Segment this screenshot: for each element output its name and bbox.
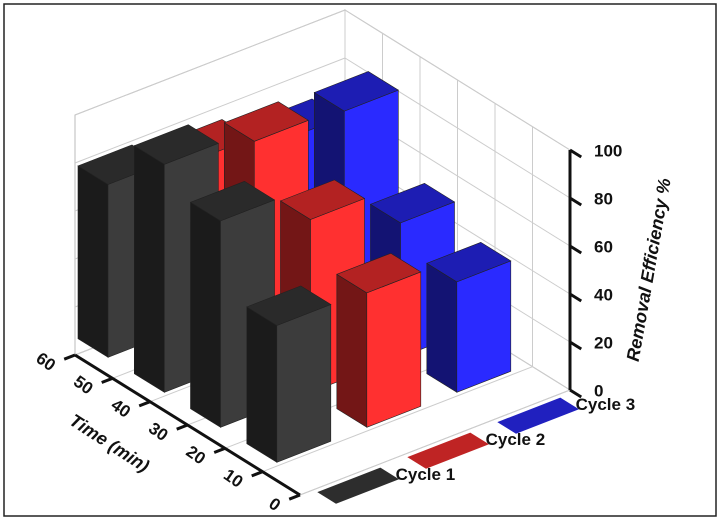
y-tick-label: 80 bbox=[594, 189, 613, 208]
legend-label: Cycle 1 bbox=[396, 465, 456, 484]
bar-side bbox=[336, 273, 368, 428]
grid-line bbox=[74, 57, 346, 164]
x-tick-label: 30 bbox=[145, 419, 171, 445]
tick-mark bbox=[569, 340, 583, 351]
tick-mark bbox=[569, 388, 583, 399]
bar-side bbox=[426, 262, 458, 393]
x-axis-title: Time (min) bbox=[66, 410, 153, 476]
tick-mark bbox=[176, 423, 189, 431]
x-tick-label: 0 bbox=[265, 494, 284, 515]
bar-side bbox=[246, 306, 278, 463]
y-tick-label: 40 bbox=[594, 285, 613, 304]
legend-swatch bbox=[497, 397, 579, 434]
bar-top bbox=[369, 182, 456, 224]
bar-top bbox=[336, 252, 422, 294]
x-tick-label: 50 bbox=[70, 372, 96, 398]
tick-mark bbox=[569, 244, 583, 255]
y-tick-label: 60 bbox=[594, 237, 613, 256]
legend-label: Cycle 2 bbox=[486, 430, 546, 449]
tick-mark bbox=[569, 292, 583, 303]
frame bbox=[3, 3, 717, 517]
bar-top bbox=[313, 71, 399, 112]
bar-top bbox=[246, 285, 332, 326]
grid-line bbox=[262, 366, 533, 473]
tick-mark bbox=[63, 353, 76, 361]
tick-mark bbox=[251, 470, 264, 478]
tick-mark bbox=[569, 148, 583, 159]
bar-front bbox=[456, 260, 512, 393]
bar-front bbox=[366, 271, 422, 428]
bar-side bbox=[77, 165, 109, 358]
tick-mark bbox=[213, 446, 226, 454]
x-tick-label: 20 bbox=[183, 442, 209, 468]
x-tick-label: 10 bbox=[220, 465, 246, 491]
tick-mark bbox=[101, 376, 114, 384]
bar-top bbox=[223, 101, 309, 142]
bar-top bbox=[426, 241, 512, 283]
x-tick-label: 60 bbox=[33, 349, 59, 375]
tick-mark bbox=[569, 196, 583, 207]
y-tick-label: 100 bbox=[594, 141, 622, 160]
bar-top bbox=[279, 179, 366, 220]
y-tick-label: 20 bbox=[594, 333, 613, 352]
grid-line bbox=[74, 9, 346, 116]
legend-label: Cycle 3 bbox=[576, 395, 636, 414]
bar-front bbox=[276, 304, 332, 463]
y-tick-label: 0 bbox=[594, 381, 603, 400]
bar-side bbox=[134, 145, 165, 393]
x-tick-label: 40 bbox=[108, 395, 134, 421]
bar-top bbox=[189, 180, 276, 222]
bar-side bbox=[190, 201, 221, 428]
bar-top bbox=[133, 124, 219, 165]
legend-swatch bbox=[317, 467, 399, 504]
y-axis-title: Removal Efficiency % bbox=[623, 177, 675, 363]
tick-mark bbox=[288, 493, 301, 501]
tick-mark bbox=[138, 400, 151, 408]
grid-line bbox=[299, 389, 571, 496]
legend-swatch bbox=[407, 432, 489, 469]
